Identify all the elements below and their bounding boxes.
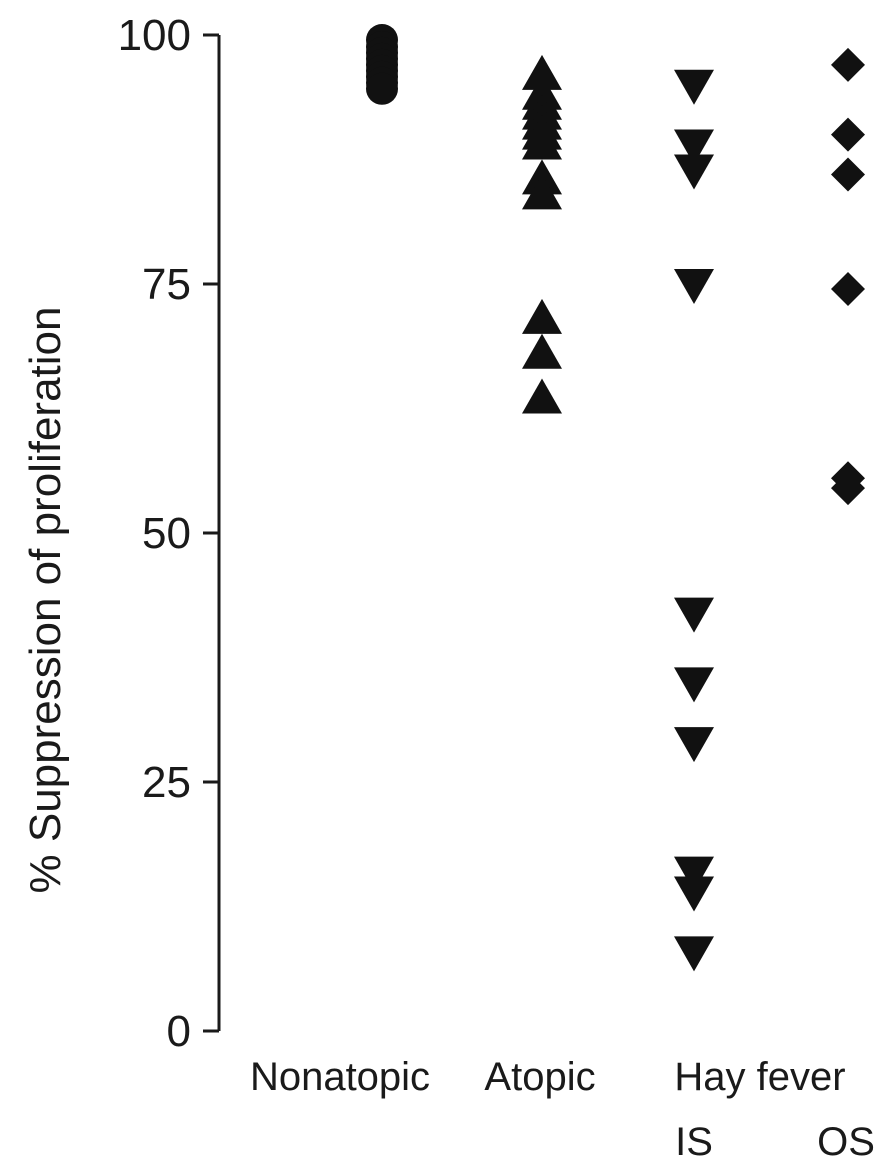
data-point-triangle-down (674, 69, 714, 105)
data-point-triangle-up (522, 124, 562, 160)
data-point-triangle-down (674, 936, 714, 972)
data-point-triangle-up (522, 54, 562, 90)
data-point-triangle-down (674, 597, 714, 633)
data-point-triangle-down (674, 727, 714, 763)
data-point-diamond (831, 471, 865, 506)
y-tick-label: 25 (142, 758, 191, 807)
data-point-triangle-up (522, 333, 562, 369)
subgroup-label: OS (817, 1120, 875, 1164)
data-point-diamond (831, 271, 865, 306)
data-point-triangle-up (522, 378, 562, 414)
data-point-diamond (831, 157, 865, 192)
y-ticks: 0 25 50 75 100 (118, 11, 219, 1056)
category-label: Hay fever (674, 1055, 845, 1099)
y-tick-label: 0 (167, 1007, 191, 1056)
data-point-diamond (831, 47, 865, 82)
y-axis-label: % Suppression of proliferation (21, 307, 70, 894)
data-point-triangle-down (674, 129, 714, 165)
data-point-triangle-down (674, 876, 714, 912)
category-label: Atopic (484, 1055, 595, 1099)
data-point-triangle-up (522, 298, 562, 334)
subgroup-label: IS (675, 1120, 713, 1164)
category-labels: Nonatopic Atopic Hay fever IS OS (250, 1055, 875, 1164)
data-point-triangle-down (674, 269, 714, 304)
data-point-triangle-up (522, 174, 562, 210)
y-tick-label: 50 (142, 509, 191, 558)
data-point-triangle-down (674, 154, 714, 190)
data-point-triangle-down (674, 856, 714, 892)
data-points (366, 23, 865, 972)
category-label: Nonatopic (250, 1055, 430, 1099)
y-tick-label: 100 (118, 11, 191, 60)
data-point-triangle-down (674, 667, 714, 703)
y-tick-label: 75 (142, 260, 191, 309)
data-point-diamond (831, 117, 865, 152)
data-point-circle (366, 72, 398, 105)
